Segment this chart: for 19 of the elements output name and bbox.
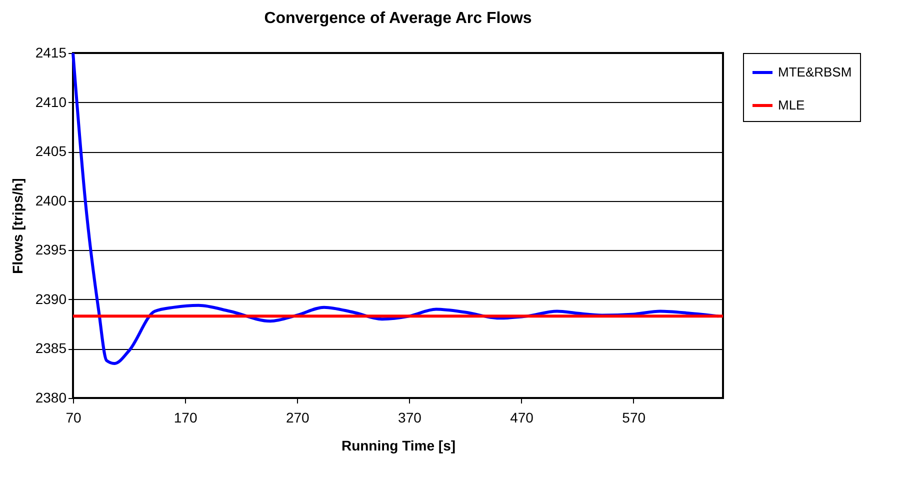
- chart-title: Convergence of Average Arc Flows: [264, 10, 532, 27]
- y-tick-label: 2405: [35, 143, 67, 160]
- x-tick-label: 170: [174, 410, 198, 426]
- y-tick-label: 2390: [35, 290, 67, 307]
- y-tick-label: 2395: [35, 242, 67, 258]
- x-tick-label: 470: [510, 410, 534, 426]
- x-tick-label: 370: [398, 410, 422, 426]
- y-tick-label: 2415: [35, 44, 67, 60]
- y-tick-label: 2380: [35, 390, 67, 406]
- y-axis-title: Flows [trips/h]: [9, 178, 26, 274]
- x-tick-label: 270: [286, 410, 310, 426]
- legend-label: MLE: [778, 98, 806, 112]
- x-axis-title: Running Time [s]: [341, 438, 456, 454]
- y-tick-label: 2385: [35, 340, 67, 356]
- y-tick-label: 2410: [35, 94, 67, 110]
- legend-label: MTE&RBSM: [778, 64, 852, 80]
- x-tick-label: 570: [622, 410, 646, 426]
- y-tick-label: 2400: [35, 192, 67, 208]
- x-tick-label: 70: [66, 410, 82, 426]
